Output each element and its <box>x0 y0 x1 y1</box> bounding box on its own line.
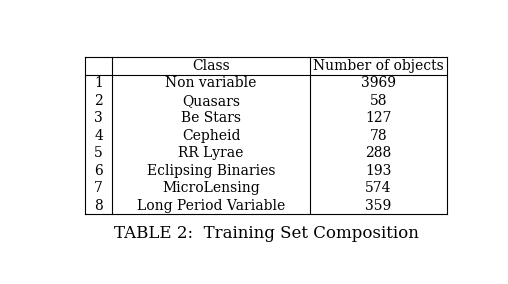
Text: MicroLensing: MicroLensing <box>162 181 260 195</box>
Text: 5: 5 <box>94 146 103 160</box>
Text: Cepheid: Cepheid <box>182 129 240 143</box>
Text: Be Stars: Be Stars <box>181 111 241 125</box>
Text: RR Lyrae: RR Lyrae <box>178 146 244 160</box>
Text: 127: 127 <box>365 111 392 125</box>
Text: 7: 7 <box>94 181 103 195</box>
Text: 288: 288 <box>365 146 392 160</box>
Text: 2: 2 <box>94 94 103 108</box>
Text: TABLE 2:  Training Set Composition: TABLE 2: Training Set Composition <box>114 225 419 242</box>
Text: Quasars: Quasars <box>182 94 240 108</box>
Text: Number of objects: Number of objects <box>313 59 444 73</box>
Text: 6: 6 <box>94 164 103 178</box>
Text: 1: 1 <box>94 76 103 90</box>
Text: 3969: 3969 <box>361 76 396 90</box>
Text: 8: 8 <box>94 199 103 213</box>
Text: 4: 4 <box>94 129 103 143</box>
Text: 574: 574 <box>365 181 392 195</box>
Text: 193: 193 <box>365 164 392 178</box>
Text: Class: Class <box>192 59 230 73</box>
Text: 3: 3 <box>94 111 103 125</box>
Text: 78: 78 <box>370 129 388 143</box>
Text: Non variable: Non variable <box>165 76 257 90</box>
Text: 58: 58 <box>370 94 387 108</box>
Text: Long Period Variable: Long Period Variable <box>137 199 285 213</box>
Text: Eclipsing Binaries: Eclipsing Binaries <box>147 164 275 178</box>
Text: 359: 359 <box>365 199 392 213</box>
